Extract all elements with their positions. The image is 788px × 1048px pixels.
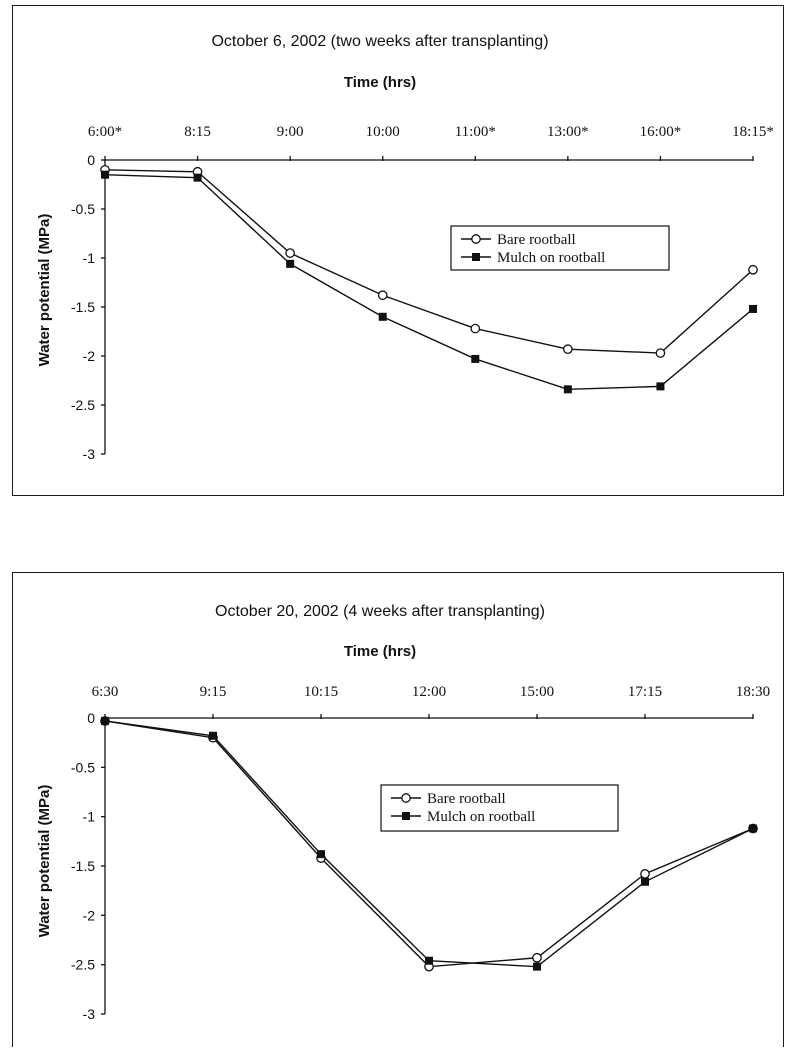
legend-entry: Bare rootball <box>497 232 576 248</box>
data-point-mulch-on-rootball <box>424 956 433 965</box>
data-point-bare-rootball <box>640 869 650 879</box>
plot-area: 6:00* 8:15 9:00 10:00 11:00* 13:00* 16:00* 18:1… <box>71 124 774 462</box>
y-tick-label: -2 <box>83 348 96 364</box>
y-tick-label: -2 <box>83 907 96 923</box>
data-point-mulch-on-rootball <box>749 824 758 833</box>
data-point-mulch-on-rootball <box>378 312 387 321</box>
y-axis-label: Water potential (MPa) <box>36 785 53 938</box>
x-axis-label: Time (hrs) <box>344 643 416 660</box>
chart-svg-oct-6: October 6, 2002 (two weeks after transpl… <box>36 33 774 462</box>
data-point-mulch-on-rootball <box>656 382 665 391</box>
x-tick-label: 16:00* <box>640 124 682 140</box>
data-point-mulch-on-rootball <box>193 173 202 182</box>
legend: Bare rootball Mulch on rootball <box>450 225 670 271</box>
chart-title: October 20, 2002 (4 weeks after transpla… <box>215 603 545 620</box>
legend-marker <box>471 234 481 244</box>
legend-box <box>450 225 670 271</box>
legend-marker <box>471 252 480 261</box>
x-tick-label: 17:15 <box>628 684 662 700</box>
y-tick-label: -3 <box>83 446 96 462</box>
series-line-bare-rootball <box>104 169 754 354</box>
data-point-bare-rootball <box>748 264 758 275</box>
y-tick-label: -0.5 <box>71 201 95 217</box>
chart-title: October 6, 2002 (two weeks after transpl… <box>211 33 548 50</box>
y-tick-label: -2.5 <box>71 397 95 413</box>
data-point-mulch-on-rootball <box>286 259 295 268</box>
x-tick-label: 10:00 <box>366 124 400 140</box>
x-tick-label: 18:15* <box>732 124 774 140</box>
data-point-bare-rootball <box>563 344 573 354</box>
legend-entry: Mulch on rootball <box>427 809 535 825</box>
y-tick-label: -0.5 <box>71 759 95 775</box>
x-tick-label: 15:00 <box>520 684 554 700</box>
x-tick-label: 6:00* <box>88 124 122 140</box>
x-tick-label: 13:00* <box>547 124 589 140</box>
x-tick-label: 9:00 <box>277 124 304 140</box>
y-tick-label: -3 <box>83 1006 96 1022</box>
x-axis-label: Time (hrs) <box>344 74 416 91</box>
x-tick-label: 9:15 <box>200 684 227 700</box>
legend-entry: Bare rootball <box>427 791 506 807</box>
chart-panel-oct-6: October 6, 2002 (two weeks after transpl… <box>12 5 784 496</box>
chart-panel-oct-20: October 20, 2002 (4 weeks after transpla… <box>12 572 784 1047</box>
x-tick-label: 11:00* <box>455 124 496 140</box>
data-point-mulch-on-rootball <box>471 354 480 363</box>
x-tick-label: 18:30 <box>736 684 770 700</box>
legend-marker <box>401 793 411 803</box>
y-tick-label: -1.5 <box>71 299 95 315</box>
data-point-bare-rootball <box>532 952 542 963</box>
legend-box <box>380 784 619 832</box>
legend-marker <box>401 811 410 820</box>
plot-area: 6:30 9:15 10:15 12:00 15:00 17:15 18:30 0 -0.5 -1… <box>71 684 770 1022</box>
legend-entry: Mulch on rootball <box>497 250 605 266</box>
legend: Bare rootball Mulch on rootball <box>380 784 619 832</box>
data-point-mulch-on-rootball <box>749 304 758 313</box>
y-tick-label: -2.5 <box>71 957 95 973</box>
x-tick-label: 8:15 <box>184 124 211 140</box>
y-tick-label: -1.5 <box>71 858 95 874</box>
series-line-mulch-on-rootball <box>104 174 754 391</box>
data-point-bare-rootball <box>285 248 295 258</box>
data-point-mulch-on-rootball <box>563 385 572 394</box>
y-tick-label: -1 <box>83 250 96 266</box>
series-line-mulch-on-rootball <box>104 720 754 968</box>
x-tick-label: 6:30 <box>92 684 119 700</box>
data-point-bare-rootball <box>377 290 388 301</box>
y-tick-label: 0 <box>87 710 95 726</box>
data-point-mulch-on-rootball <box>641 877 650 886</box>
data-point-mulch-on-rootball <box>316 850 325 859</box>
data-point-bare-rootball <box>655 348 666 358</box>
x-tick-label: 10:15 <box>304 684 338 700</box>
y-tick-label: -1 <box>83 809 96 825</box>
data-point-mulch-on-rootball <box>533 962 542 971</box>
series-line-bare-rootball <box>104 720 754 968</box>
data-point-mulch-on-rootball <box>101 170 110 179</box>
data-point-mulch-on-rootball <box>208 731 217 740</box>
y-axis-label: Water potential (MPa) <box>36 214 53 367</box>
data-point-mulch-on-rootball <box>101 716 110 725</box>
chart-svg-oct-20: October 20, 2002 (4 weeks after transpla… <box>36 603 770 1022</box>
data-point-bare-rootball <box>470 323 481 334</box>
x-tick-label: 12:00 <box>412 684 446 700</box>
y-tick-label: 0 <box>87 152 95 168</box>
